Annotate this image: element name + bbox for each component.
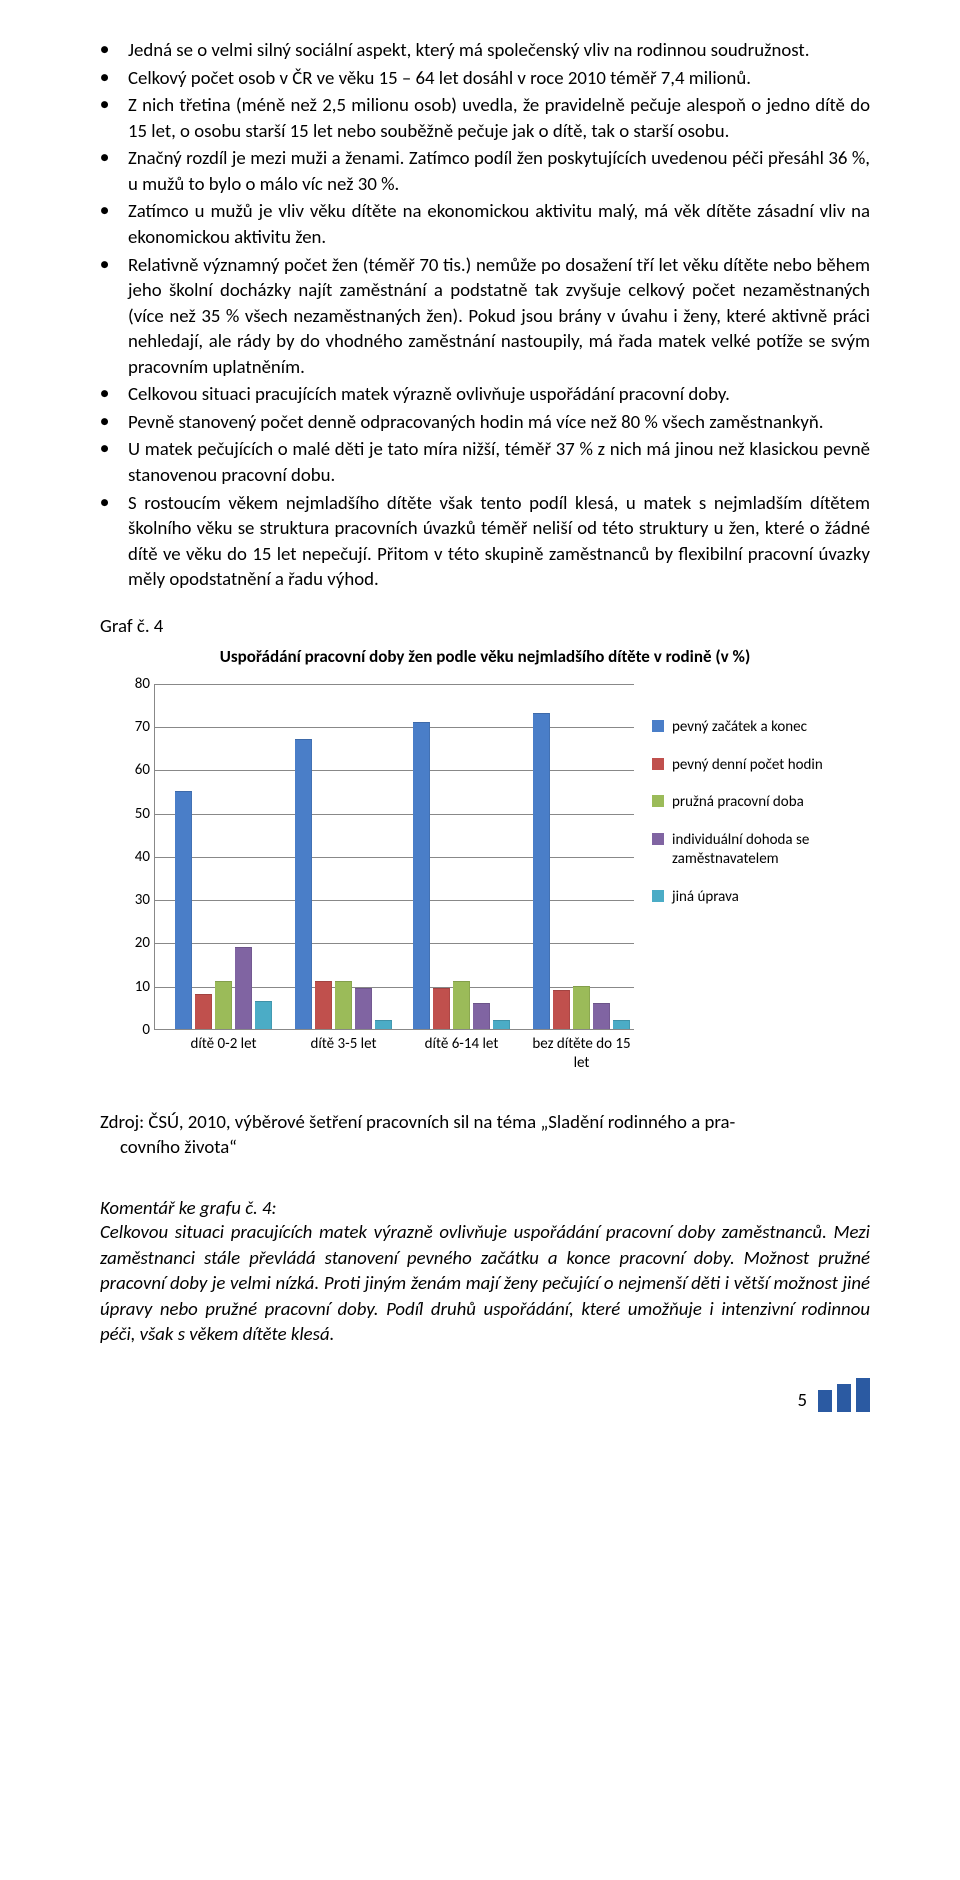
y-tick-label: 30	[114, 891, 150, 909]
bar	[493, 1020, 510, 1029]
bar	[573, 986, 590, 1029]
legend-label: pružná pracovní doba	[672, 793, 804, 812]
plot: dítě 0-2 letdítě 3-5 letdítě 6-14 letbez…	[114, 674, 634, 1084]
bar	[533, 713, 550, 1029]
bar	[413, 722, 430, 1029]
bar	[175, 791, 192, 1029]
legend-swatch	[652, 890, 664, 902]
source-text-2: covního života“	[100, 1136, 237, 1159]
legend-label: pevný začátek a konec	[672, 718, 807, 737]
bar-group: dítě 3-5 let	[295, 739, 392, 1029]
y-tick-label: 10	[114, 978, 150, 996]
bullet-item: Značný rozdíl je mezi muži a ženami. Zat…	[100, 146, 870, 197]
source-text-1: Zdroj: ČSÚ, 2010, výběrové šetření praco…	[100, 1111, 735, 1134]
y-tick-label: 60	[114, 761, 150, 779]
bar	[613, 1020, 630, 1029]
bar	[375, 1020, 392, 1029]
x-tick-label: dítě 0-2 let	[169, 1035, 279, 1054]
bar	[553, 990, 570, 1029]
chart-source: Zdroj: ČSÚ, 2010, výběrové šetření praco…	[100, 1110, 870, 1161]
bar	[433, 988, 450, 1029]
bar	[453, 981, 470, 1029]
comment-heading: Komentář ke grafu č. 4:	[100, 1197, 870, 1220]
legend-swatch	[652, 833, 664, 845]
comment-body: Celkovou situaci pracujících matek výraz…	[100, 1220, 870, 1348]
legend-item: individuální dohoda se zaměstnavatelem	[652, 831, 870, 869]
bar	[593, 1003, 610, 1029]
bullet-item: Z nich třetina (méně než 2,5 milionu oso…	[100, 93, 870, 144]
bar	[355, 988, 372, 1029]
y-tick-label: 40	[114, 848, 150, 866]
y-tick-label: 20	[114, 934, 150, 952]
bullet-item: Jedná se o velmi silný sociální aspekt, …	[100, 38, 870, 64]
legend-item: pevný denní počet hodin	[652, 756, 870, 775]
bar	[335, 981, 352, 1029]
y-tick-label: 80	[114, 675, 150, 693]
bullet-item: Pevně stanovený počet denně odpracovanýc…	[100, 410, 870, 436]
y-tick-label: 0	[114, 1021, 150, 1039]
page-footer: 5	[100, 1378, 870, 1412]
bullet-item: Zatímco u mužů je vliv věku dítěte na ek…	[100, 199, 870, 250]
footer-bar-1	[818, 1390, 832, 1412]
y-tick-label: 70	[114, 718, 150, 736]
bullet-item: Celkový počet osob v ČR ve věku 15 – 64 …	[100, 66, 870, 92]
chart-label: Graf č. 4	[100, 615, 870, 638]
bar	[295, 739, 312, 1029]
bar	[255, 1001, 272, 1029]
bar-group: dítě 0-2 let	[175, 791, 272, 1029]
x-tick-label: bez dítěte do 15 let	[527, 1035, 637, 1073]
legend-item: jiná úprava	[652, 888, 870, 907]
legend: pevný začátek a konec pevný denní počet h…	[652, 718, 870, 926]
x-tick-label: dítě 6-14 let	[407, 1035, 517, 1054]
legend-label: individuální dohoda se zaměstnavatelem	[672, 831, 870, 869]
bullet-item: Celkovou situaci pracujících matek výraz…	[100, 382, 870, 408]
bullet-item: U matek pečujících o malé děti je tato m…	[100, 437, 870, 488]
bar-group: dítě 6-14 let	[413, 722, 510, 1029]
legend-swatch	[652, 720, 664, 732]
footer-bar-3	[856, 1378, 870, 1412]
bar-group: bez dítěte do 15 let	[533, 713, 630, 1029]
bar	[195, 994, 212, 1029]
legend-item: pevný začátek a konec	[652, 718, 870, 737]
page: Jedná se o velmi silný sociální aspekt, …	[0, 0, 960, 1450]
bar	[473, 1003, 490, 1029]
bar	[235, 947, 252, 1029]
legend-swatch	[652, 795, 664, 807]
y-tick-label: 50	[114, 805, 150, 823]
footer-bar-2	[837, 1384, 851, 1412]
bar	[315, 981, 332, 1029]
bar	[215, 981, 232, 1029]
grid-line	[155, 684, 634, 685]
page-number: 5	[797, 1389, 807, 1412]
bullet-item: S rostoucím věkem nejmladšího dítěte vša…	[100, 491, 870, 593]
bullet-item: Relativně významný počet žen (téměř 70 t…	[100, 253, 870, 381]
chart: dítě 0-2 letdítě 3-5 letdítě 6-14 letbez…	[100, 674, 870, 1084]
legend-label: jiná úprava	[672, 888, 739, 907]
x-tick-label: dítě 3-5 let	[289, 1035, 399, 1054]
bullet-list: Jedná se o velmi silný sociální aspekt, …	[100, 38, 870, 593]
chart-title: Uspořádání pracovní doby žen podle věku …	[205, 646, 765, 668]
plot-area: dítě 0-2 letdítě 3-5 letdítě 6-14 letbez…	[154, 684, 634, 1030]
legend-swatch	[652, 758, 664, 770]
legend-item: pružná pracovní doba	[652, 793, 870, 812]
legend-label: pevný denní počet hodin	[672, 756, 823, 775]
